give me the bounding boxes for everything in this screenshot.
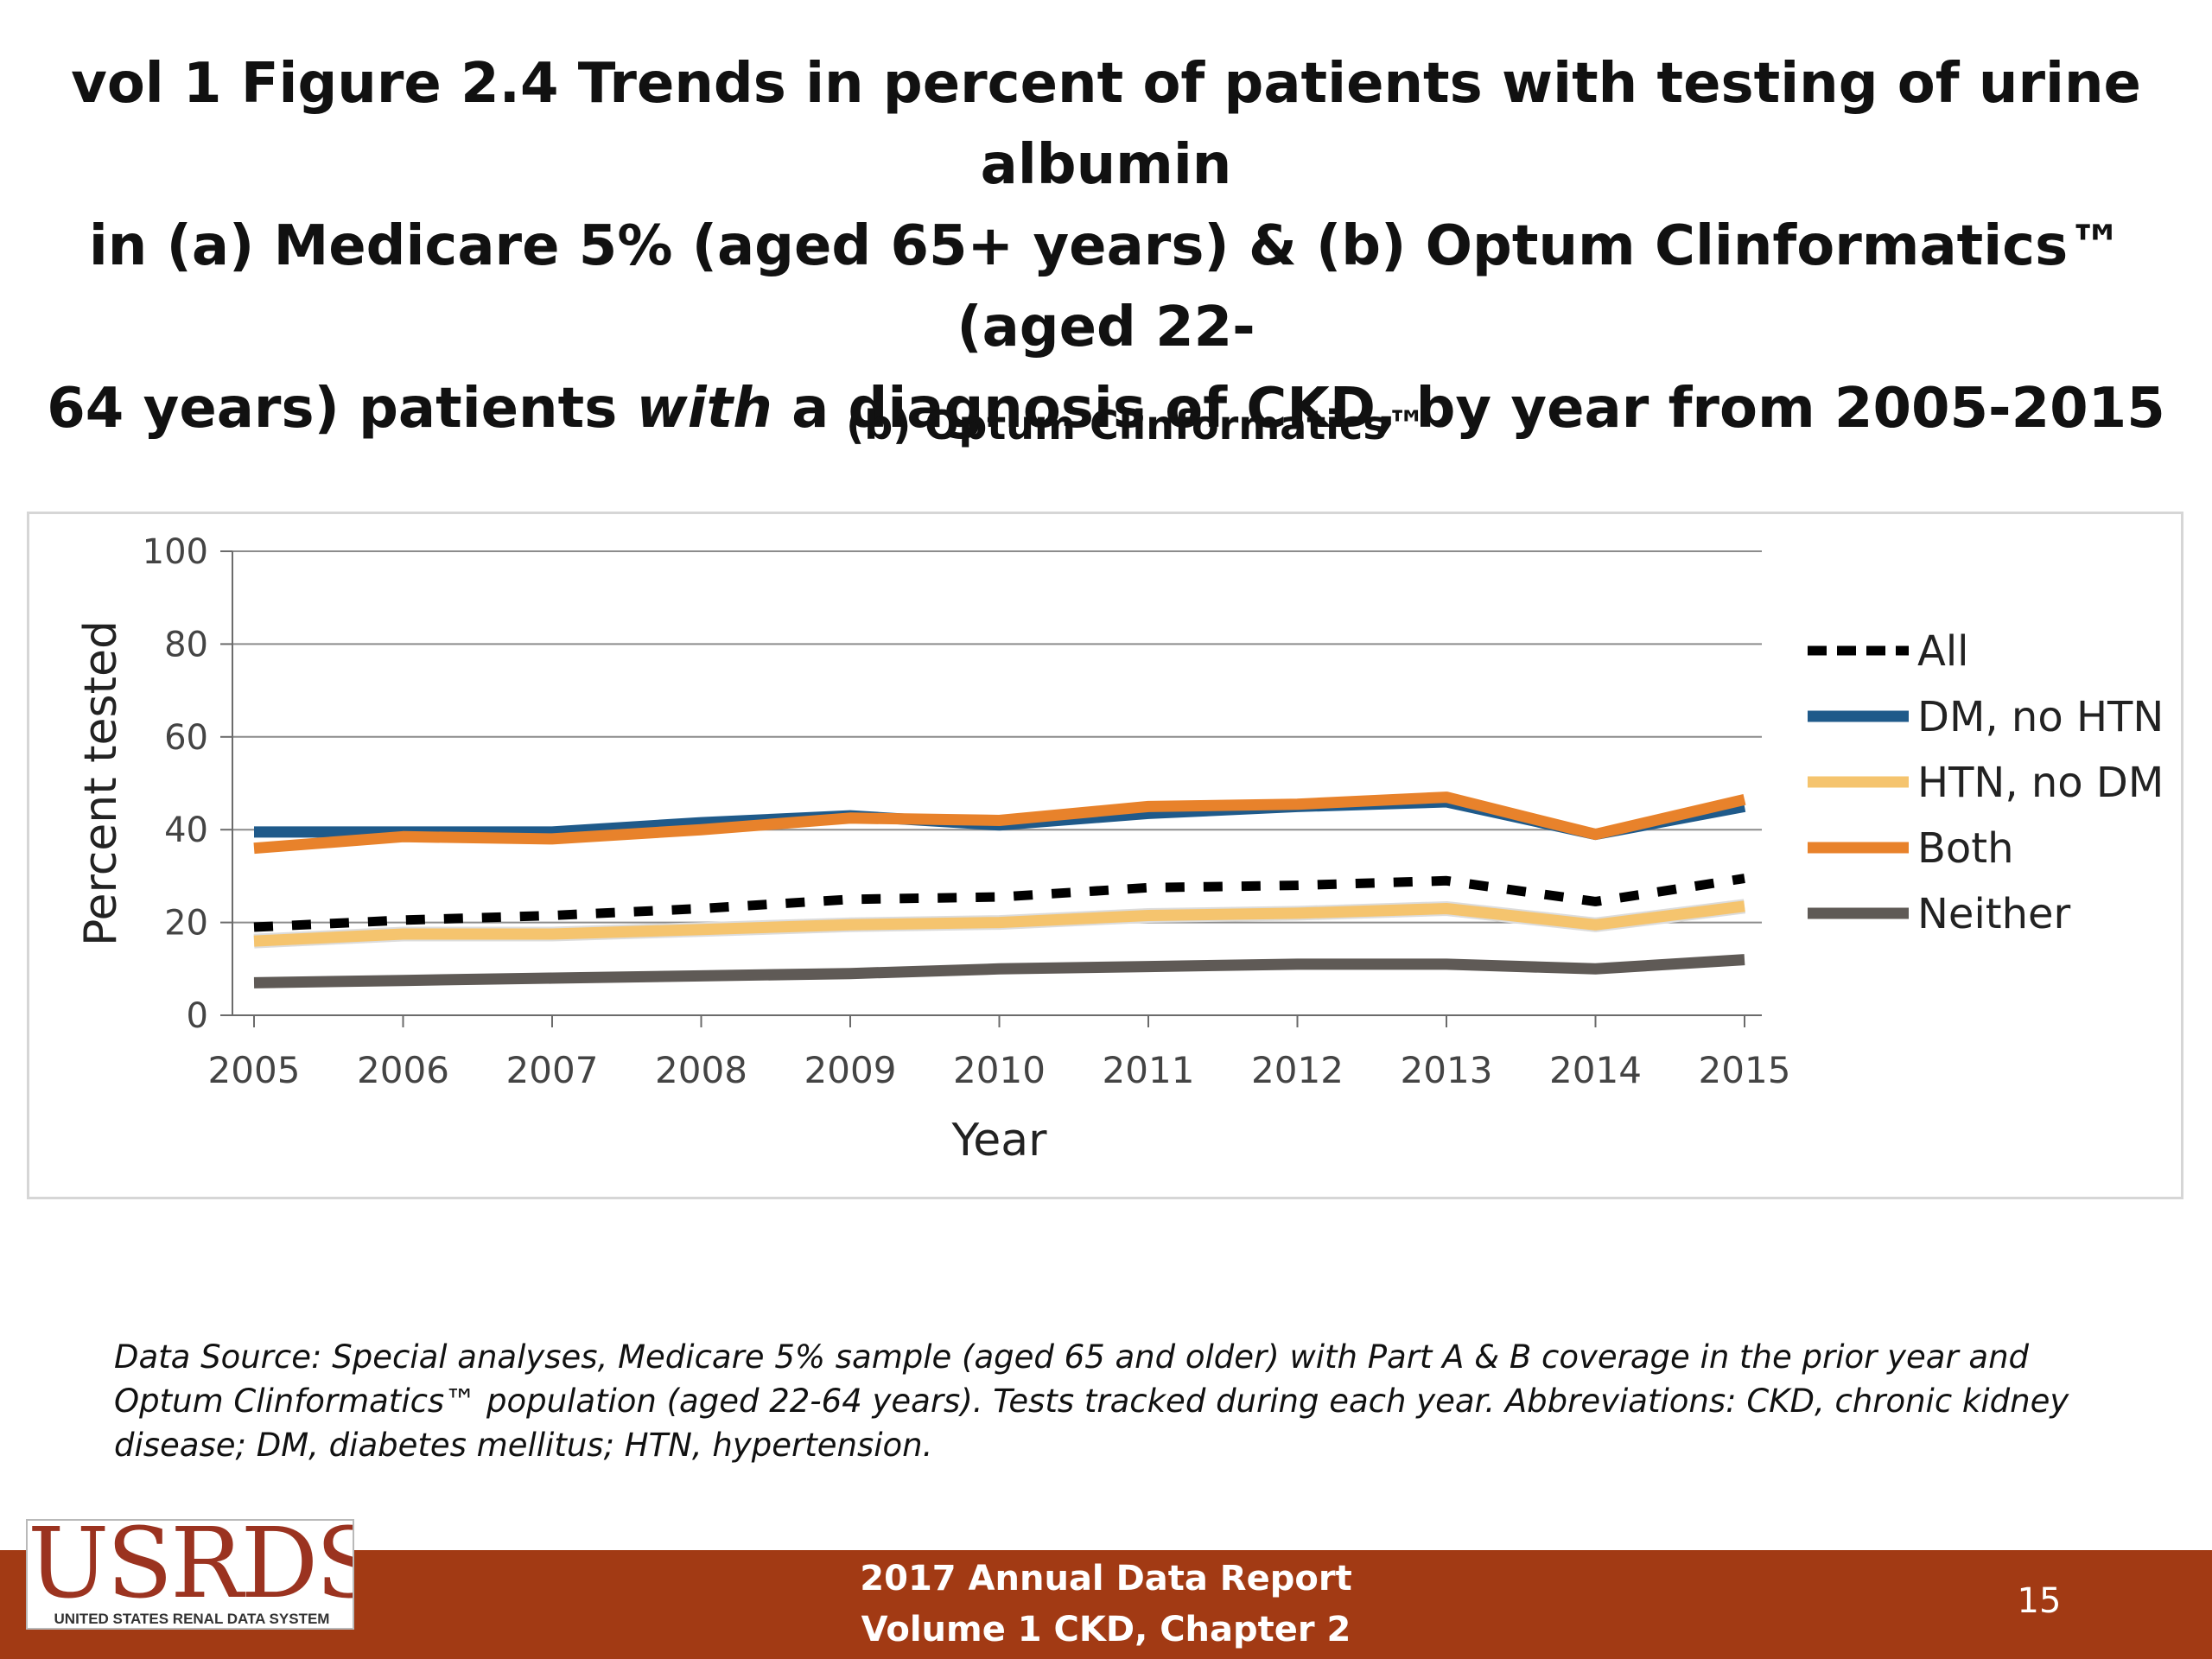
title-emphasis: with: [636, 377, 772, 441]
usrds-logo: USRDS UNITED STATES RENAL DATA SYSTEM: [26, 1519, 354, 1630]
legend-label-htn-no-dm: HTN, no DM: [1917, 759, 2164, 807]
y-tick-label: 40: [164, 810, 208, 850]
footer-report-title: 2017 Annual Data Report Volume 1 CKD, Ch…: [760, 1550, 1452, 1656]
chart-frame: 0 20 40 60 80 100 2005 2006 2007 2008 2009 2010 2011…: [27, 512, 2183, 1199]
footer-line-2: Volume 1 CKD, Chapter 2: [861, 1610, 1351, 1649]
y-axis-label: Percent tested: [75, 620, 127, 946]
legend-label-neither: Neither: [1917, 890, 2071, 938]
series-line-htn-no-dm: [253, 900, 1745, 947]
page-number: 15: [2017, 1581, 2062, 1621]
footer-band: [0, 1550, 2212, 1659]
title-line-3: 64 years) patients with a diagnosis of C…: [17, 368, 2195, 449]
title-line-1: vol 1 Figure 2.4 Trends in percent of pa…: [71, 52, 2141, 197]
chart-title: (b) Optum Clinformatics™: [846, 402, 1427, 448]
x-tick-label: 2006: [357, 1049, 449, 1091]
legend-label-dm-no-htn: DM, no HTN: [1917, 693, 2164, 741]
series-line-neither: [253, 954, 1745, 988]
footer-line-1: 2017 Annual Data Report: [860, 1559, 1352, 1599]
x-tick-label: 2005: [208, 1049, 301, 1091]
x-axis-label: Year: [950, 1115, 1047, 1166]
x-tick-label: 2009: [804, 1049, 897, 1091]
legend-label-both: Both: [1917, 824, 2014, 873]
title-line-2: in (a) Medicare 5% (aged 65+ years) & (b…: [88, 214, 2124, 359]
y-tick-label: 80: [164, 625, 208, 664]
y-tick-label: 100: [143, 532, 208, 572]
x-tick-label: 2011: [1103, 1049, 1195, 1091]
x-tick-label: 2013: [1401, 1049, 1493, 1091]
y-tick-label: 60: [164, 718, 208, 758]
y-tick-label: 0: [187, 996, 208, 1036]
legend-label-all: All: [1917, 627, 1969, 676]
y-tick-label: 20: [164, 904, 208, 944]
series-line-both: [253, 791, 1746, 855]
slide-title: vol 1 Figure 2.4 Trends in percent of pa…: [17, 43, 2195, 449]
x-tick-label: 2010: [953, 1049, 1046, 1091]
x-tick-label: 2008: [655, 1049, 747, 1091]
logo-subtext: UNITED STATES RENAL DATA SYSTEM: [54, 1611, 330, 1627]
x-tick-label: 2015: [1699, 1049, 1791, 1091]
x-tick-label: 2007: [506, 1049, 599, 1091]
x-tick-label: 2012: [1251, 1049, 1344, 1091]
title-line-3-start: 64 years) patients: [47, 377, 637, 441]
title-line-3-end: a diagnosis of CKD, by year from 2005-20…: [772, 377, 2165, 441]
logo-wordmark: USRDS: [28, 1519, 354, 1620]
line-chart: 0 20 40 60 80 100 2005 2006 2007 2008 2009 2010 2011…: [75, 532, 2164, 1166]
data-source-note: Data Source: Special analyses, Medicare …: [114, 1338, 2069, 1464]
x-tick-label: 2014: [1549, 1049, 1642, 1091]
